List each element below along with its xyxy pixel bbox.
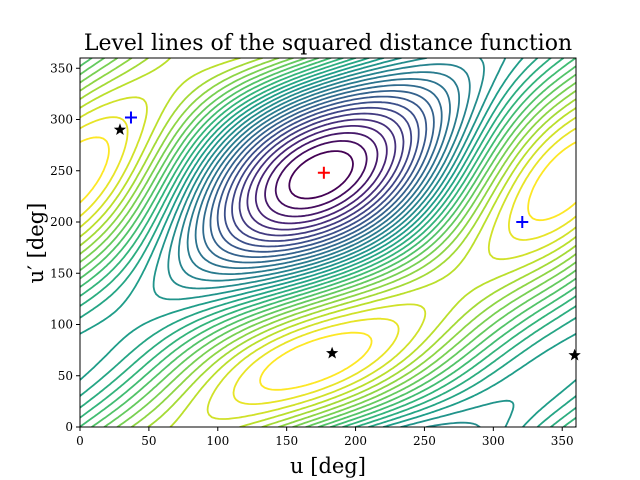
contour-level-line (238, 112, 405, 237)
contour-level-line (80, 58, 576, 427)
contour-level-line (194, 78, 451, 269)
y-tick-label: 350 (50, 61, 73, 75)
contour-level-line (216, 95, 428, 253)
x-axis-label: u [deg] (290, 454, 366, 478)
x-tick-label: 50 (141, 434, 156, 448)
y-tick-label: 200 (50, 215, 73, 229)
contour-level-line (80, 136, 576, 391)
star-marker (568, 348, 581, 361)
contour-level-line (177, 63, 471, 282)
contour-level-line (254, 125, 388, 225)
chart-title: Level lines of the squared distance func… (84, 31, 572, 56)
contour-level-line (231, 106, 413, 242)
y-tick-label: 0 (65, 420, 73, 434)
y-tick-label: 50 (58, 369, 73, 383)
plus-marker (124, 111, 137, 124)
contour-level-line (80, 58, 576, 427)
contour-level-line (288, 150, 354, 200)
y-axis-label: u′ [deg] (24, 203, 48, 284)
star-marker (326, 346, 339, 359)
markers (113, 111, 581, 361)
contour-level-line (202, 84, 443, 264)
contour-level-line (80, 58, 576, 427)
y-tick-label: 150 (50, 266, 73, 280)
x-tick-label: 300 (482, 434, 505, 448)
x-tick-label: 200 (344, 434, 367, 448)
contour-level-line (80, 58, 576, 427)
contour-level-line (246, 118, 397, 231)
contour-level-line (223, 101, 420, 248)
plus-marker (317, 166, 330, 179)
x-tick-label: 100 (206, 434, 229, 448)
x-tick-label: 350 (551, 434, 574, 448)
x-tick-label: 150 (275, 434, 298, 448)
y-tick-label: 250 (50, 164, 73, 178)
contour-level-line (80, 96, 576, 420)
x-axis: 0 50 100 150 200 250 300 350 (76, 427, 574, 448)
contour-level-line (80, 116, 576, 405)
x-tick-label: 0 (76, 434, 84, 448)
contour-level-line (264, 132, 379, 218)
contour-level-line (209, 90, 435, 258)
plot-frame (79, 57, 577, 428)
plus-marker (516, 216, 529, 228)
contour-level-line (186, 71, 460, 275)
x-tick-label: 250 (413, 434, 436, 448)
contour-level-line (274, 140, 368, 210)
star-marker (113, 123, 127, 135)
y-axis: 0 50 100 150 200 250 300 350 (50, 61, 80, 434)
y-tick-label: 100 (50, 318, 73, 332)
y-tick-label: 300 (50, 113, 73, 127)
